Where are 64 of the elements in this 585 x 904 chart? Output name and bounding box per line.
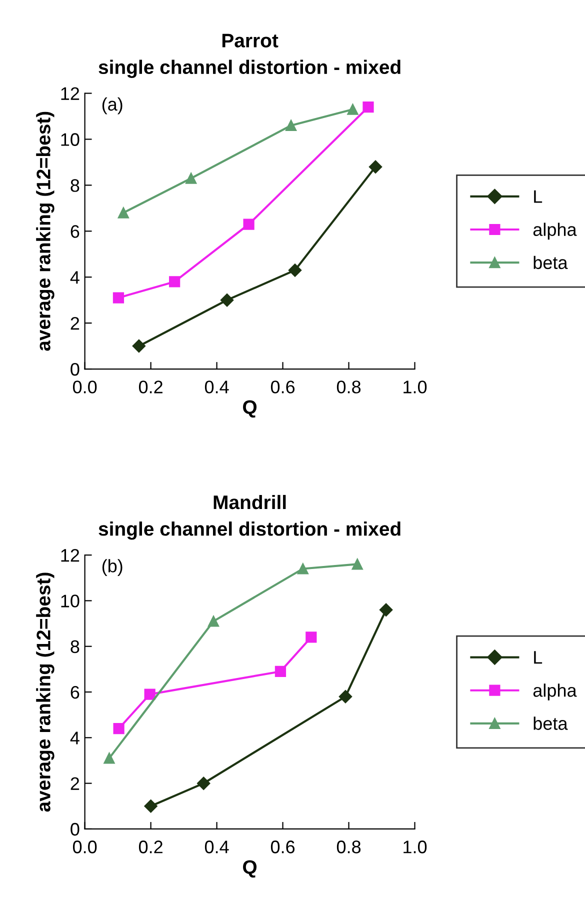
point <box>338 690 352 704</box>
y-tick-label: 6 <box>70 225 80 238</box>
chart-title: Mandrill single channel distortion - mixed <box>98 494 400 540</box>
y-tick-label: 10 <box>61 594 80 608</box>
point <box>243 218 254 230</box>
legend-label: L <box>534 190 542 203</box>
y-tick-label: 2 <box>70 316 80 330</box>
y-tick-label: 4 <box>70 732 80 744</box>
chart-title: Parrot single channel distortion - mixed <box>98 34 400 78</box>
point <box>144 688 156 700</box>
point <box>274 666 286 678</box>
x-tick-label: 0.8 <box>336 840 361 854</box>
legend-label: L <box>534 651 542 664</box>
y-axis-title: average ranking (12=best) <box>36 112 54 351</box>
point <box>113 722 124 734</box>
point <box>132 339 146 353</box>
point <box>288 264 302 277</box>
x-tick-label: 0.6 <box>270 840 295 854</box>
point <box>368 160 382 174</box>
x-tick-label: 0.4 <box>204 840 229 854</box>
x-tick-label: 0.2 <box>138 840 162 854</box>
point <box>379 603 393 616</box>
y-tick-label: 12 <box>61 87 80 100</box>
point <box>186 172 197 184</box>
x-tick-label: 0.0 <box>72 380 97 394</box>
legend-label: alpha <box>533 684 577 700</box>
point <box>285 120 297 132</box>
y-tick-label: 2 <box>70 777 80 790</box>
x-tick-label: 0.6 <box>270 380 295 394</box>
point <box>104 752 115 764</box>
point <box>197 776 210 790</box>
x-axis-title: Q <box>243 400 257 418</box>
point <box>112 292 124 304</box>
legend-label: alpha <box>533 222 577 240</box>
annotation: (b) <box>102 559 122 576</box>
y-tick-label: 8 <box>70 179 80 192</box>
x-tick-label: 0.2 <box>138 380 162 394</box>
x-tick-label: 0.4 <box>204 380 229 394</box>
point <box>220 293 234 307</box>
y-tick-label: 12 <box>61 548 80 562</box>
legend-label: beta <box>534 256 568 270</box>
point <box>362 102 374 113</box>
point <box>297 563 308 574</box>
x-tick-label: 1.0 <box>404 380 427 394</box>
y-tick-label: 0 <box>70 822 80 836</box>
x-tick-label: 0.0 <box>72 840 97 854</box>
y-tick-label: 0 <box>70 362 80 376</box>
y-axis-title: average ranking (12=best) <box>36 572 54 812</box>
y-tick-label: 8 <box>70 640 80 654</box>
x-axis-title: Q <box>243 860 257 878</box>
point <box>118 207 129 218</box>
point <box>169 276 180 288</box>
point <box>347 104 358 115</box>
x-tick-label: 0.8 <box>336 380 361 394</box>
legend-label: beta <box>534 716 568 730</box>
point <box>208 616 220 627</box>
point <box>306 632 317 643</box>
y-tick-label: 4 <box>70 271 80 284</box>
annotation: (a) <box>102 97 122 114</box>
y-tick-label: 6 <box>70 686 80 699</box>
y-tick-label: 10 <box>61 133 80 146</box>
point <box>144 800 158 813</box>
x-tick-label: 1.0 <box>404 840 427 854</box>
point <box>352 558 363 570</box>
